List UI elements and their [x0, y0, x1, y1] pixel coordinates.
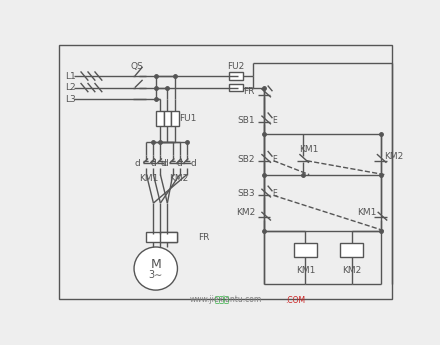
Text: d: d — [163, 159, 169, 168]
Bar — [340, 243, 363, 257]
Bar — [164, 111, 171, 126]
Text: KM2: KM2 — [342, 266, 361, 275]
Text: KM2: KM2 — [236, 208, 255, 217]
Text: L2: L2 — [65, 83, 76, 92]
Bar — [156, 111, 164, 126]
Bar — [229, 72, 242, 80]
Text: E: E — [272, 116, 277, 125]
Bar — [229, 84, 242, 91]
Bar — [147, 233, 177, 241]
Text: KM1: KM1 — [139, 174, 158, 183]
Bar — [294, 243, 317, 257]
Text: E: E — [272, 189, 277, 198]
Circle shape — [134, 247, 177, 290]
Text: SB2: SB2 — [238, 155, 255, 164]
Text: 接线图: 接线图 — [214, 296, 229, 305]
Text: L3: L3 — [65, 95, 76, 103]
Text: .COM: .COM — [285, 296, 305, 305]
Text: SB1: SB1 — [237, 116, 255, 125]
Text: FU1: FU1 — [179, 114, 196, 123]
Text: KM1: KM1 — [357, 208, 377, 217]
Text: d: d — [177, 159, 183, 168]
Text: KM2: KM2 — [169, 174, 188, 183]
Bar — [161, 233, 177, 241]
Text: d: d — [150, 159, 156, 168]
Text: 3∼: 3∼ — [149, 270, 163, 280]
Text: d: d — [161, 159, 166, 168]
Text: QS: QS — [130, 62, 143, 71]
Text: E: E — [272, 155, 277, 164]
Text: FU2: FU2 — [227, 61, 244, 70]
Text: KM2: KM2 — [385, 152, 403, 161]
Text: SB3: SB3 — [237, 189, 255, 198]
Text: L1: L1 — [65, 71, 76, 80]
Text: M: M — [150, 258, 161, 271]
Text: d: d — [134, 159, 140, 168]
Text: KM1: KM1 — [296, 266, 315, 275]
Text: FR: FR — [198, 233, 210, 242]
Text: KM1: KM1 — [299, 145, 319, 154]
Text: d: d — [190, 159, 196, 168]
Text: FR: FR — [244, 87, 255, 96]
Bar — [171, 111, 179, 126]
Text: www.jiexiantu.com: www.jiexiantu.com — [189, 295, 262, 304]
